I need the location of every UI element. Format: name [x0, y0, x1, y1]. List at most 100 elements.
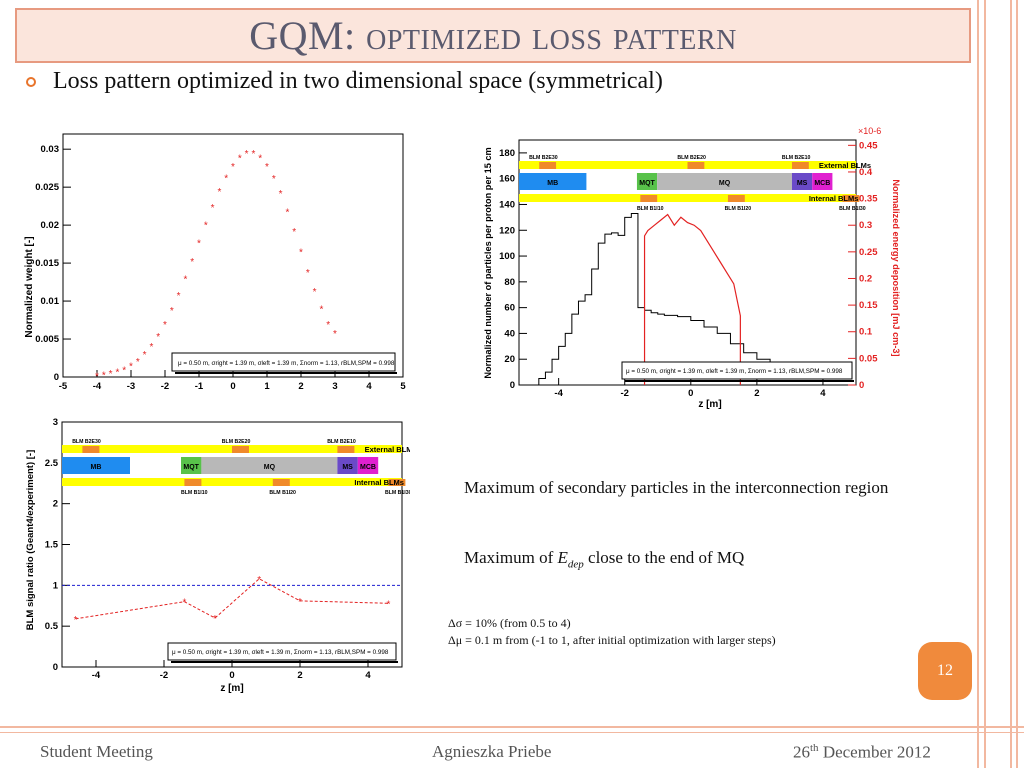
weight-data-point: * [258, 154, 262, 165]
weight-data-point: * [149, 342, 153, 353]
particles-ytick-label: 160 [499, 174, 515, 185]
particles-xtick-label: 2 [754, 388, 759, 399]
text-line2-e: E [557, 548, 568, 567]
weight-xtick-label: -5 [59, 381, 68, 392]
ratio-ytick-label: 2.5 [45, 458, 59, 469]
ratio-schematic-magnet-label: MCB [360, 464, 376, 471]
ratio-schematic-magnet-mq [201, 457, 338, 474]
weight-legend-text: μ = 0.50 m, σright = 1.39 m, σleft = 1.3… [178, 360, 395, 367]
particles-ytick-label: 100 [499, 251, 515, 262]
weight-data-point: * [115, 368, 119, 379]
ratio-legend-box: μ = 0.50 m, σright = 1.39 m, σleft = 1.3… [167, 642, 398, 663]
ratio-schematic-magnet-label: MB [91, 464, 102, 471]
text-line2-sub: dep [567, 558, 584, 571]
particles-ytick-label: 120 [499, 225, 515, 236]
particles-ytick-right-label: 0 [859, 380, 864, 391]
particles-ytick-label: 180 [499, 148, 515, 159]
particles-ytick-right-label: 0.2 [859, 273, 872, 284]
weight-data-point: * [183, 274, 187, 285]
footer-right-sup: th [810, 742, 819, 754]
slide-title: GQM: optimized loss pattern [249, 13, 737, 58]
particles-ytick-right-label: 0.4 [859, 167, 873, 178]
frame-line-right-2 [984, 0, 986, 768]
weight-data-point: * [129, 362, 133, 373]
particles-ytick-label: 80 [504, 277, 515, 288]
ratio-schematic-magnet-ms [337, 457, 358, 474]
ratio-xtick-label: 4 [365, 670, 371, 681]
particles-schematic-blm-top-marker [687, 162, 705, 169]
particles-ytick-label: 0 [510, 380, 515, 391]
weight-data-point: * [170, 306, 174, 317]
ratio-xtick-label: -2 [160, 670, 168, 681]
particles-ytick-right-label: 0.3 [859, 220, 872, 231]
ratio-ytick-label: 0 [53, 662, 58, 673]
page-number: 12 [937, 662, 953, 679]
weight-xtick-label: 5 [400, 381, 406, 392]
weight-data-point: * [333, 329, 337, 340]
particles-ytick-label: 40 [504, 328, 515, 339]
weight-data-point: * [109, 369, 113, 380]
weight-data-point: * [156, 332, 160, 343]
ratio-schematic-blm-top-marker [82, 446, 100, 453]
frame-line-right-3 [1010, 0, 1012, 768]
particles-schematic-blm-top-marker [539, 162, 557, 169]
particles-ytick-right-label: 0.45 [859, 140, 878, 151]
particles-ytick-label: 20 [504, 354, 515, 365]
particles-schematic-internal-label: Internal BLMs [809, 194, 859, 203]
particles-schematic-magnet-label: MQT [639, 180, 655, 187]
text-line2-pre: Maximum of [464, 548, 558, 567]
weight-xtick-label: -1 [195, 381, 204, 392]
frame-line-bottom-1 [0, 726, 1024, 728]
ratio-schematic-blm-bottom-marker [388, 479, 406, 486]
ratio-schematic-blm-bottom-marker [272, 479, 290, 486]
particles-schematic-magnet-label: MB [547, 180, 558, 187]
particles-schematic-blm-top-label: BLM B2E20 [677, 155, 706, 161]
weight-data-point: * [326, 320, 330, 331]
particles-schematic-magnet-label: MS [797, 180, 808, 187]
weight-data-point: * [197, 239, 201, 250]
weight-data-point: * [190, 257, 194, 268]
weight-data-point: * [102, 371, 106, 382]
ratio-schematic-magnet-mcb [357, 457, 379, 474]
particles-schematic-blm-bottom-marker [727, 195, 745, 202]
particles-schematic-magnet-mcb [812, 173, 833, 190]
particles-schematic-magnet-ms [791, 173, 813, 190]
ratio-schematic-magnet-label: MQ [264, 464, 276, 471]
weight-ytick-label: 0.015 [35, 258, 59, 269]
weight-data-point: * [292, 227, 296, 238]
weight-data-point: * [285, 207, 289, 218]
ratio-data-point: * [182, 598, 186, 609]
text-secondary-particles: Maximum of secondary particles in the in… [464, 473, 984, 503]
weight-data-point: * [224, 173, 228, 184]
ratio-schematic-magnet-label: MQT [183, 464, 199, 471]
ratio-ytick-label: 3 [53, 417, 58, 428]
particles-schematic-blm-top-label: BLM B2E10 [782, 155, 811, 161]
page-number-badge: 12 [918, 642, 972, 700]
particles-schematic-external-label: External BLMs [819, 161, 871, 170]
weight-data-point: * [265, 162, 269, 173]
particles-legend-text: μ = 0.50 m, σright = 1.39 m, σleft = 1.3… [626, 368, 843, 375]
weight-data-point: * [306, 268, 310, 279]
particles-schematic-magnet-mb [519, 173, 587, 190]
weight-ytick-label: 0.01 [41, 296, 60, 307]
particles-xtick-label: -2 [620, 388, 628, 399]
particles-ylabel: Normalized number of particles per proto… [483, 147, 493, 378]
ratio-schematic-magnet-mqt [181, 457, 202, 474]
weight-data-point: * [313, 287, 317, 298]
weight-data-point: * [299, 248, 303, 259]
particles-ytick-label: 140 [499, 199, 515, 210]
ratio-series-line [75, 578, 389, 620]
weight-data-point: * [319, 305, 323, 316]
ratio-legend-text: μ = 0.50 m, σright = 1.39 m, σleft = 1.3… [172, 649, 389, 656]
weight-data-point: * [231, 162, 235, 173]
particles-legend-box: μ = 0.50 m, σright = 1.39 m, σleft = 1.3… [621, 361, 854, 382]
weight-chart-svg: Normalized weight [-] 0 0.005 0.01 0.015 0.0… [24, 133, 406, 392]
ratio-ytick-label: 1 [53, 580, 59, 591]
bullet-text: Loss pattern optimized in two dimensiona… [53, 68, 663, 94]
particles-xtick-label: 4 [820, 388, 826, 399]
particles-schematic-magnet-label: MCB [814, 180, 830, 187]
ratio-schematic-blm-top-label: BLM B2E20 [222, 439, 251, 445]
note-mu: Δμ = 0.1 m from (-1 to 1, after initial … [448, 633, 776, 647]
weight-xtick-label: -2 [161, 381, 169, 392]
ratio-plot: BLM signal ratio (Geant4/experiment) [-]… [22, 412, 417, 696]
